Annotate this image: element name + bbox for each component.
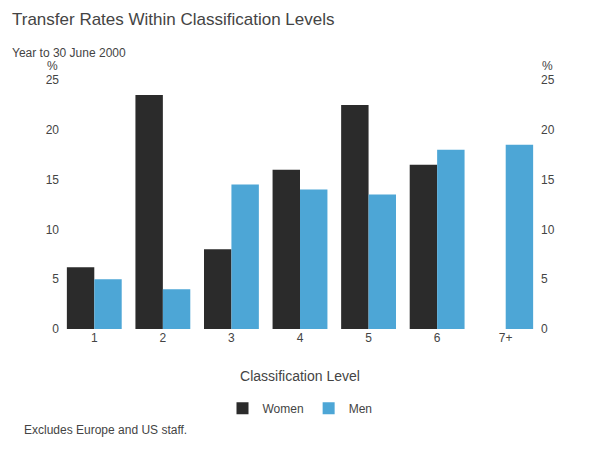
- svg-text:6: 6: [434, 331, 441, 345]
- svg-text:25: 25: [46, 73, 60, 87]
- svg-text:Excludes Europe and US staff.: Excludes Europe and US staff.: [24, 423, 187, 437]
- svg-text:25: 25: [541, 73, 555, 87]
- svg-text:7+: 7+: [499, 331, 513, 345]
- svg-text:Transfer Rates Within Classifi: Transfer Rates Within Classification Lev…: [12, 10, 335, 29]
- svg-text:4: 4: [297, 331, 304, 345]
- svg-text:%: %: [542, 59, 553, 73]
- svg-text:1: 1: [91, 331, 98, 345]
- svg-text:0: 0: [541, 322, 548, 336]
- svg-text:10: 10: [46, 223, 60, 237]
- svg-text:20: 20: [46, 123, 60, 137]
- svg-text:5: 5: [52, 272, 59, 286]
- svg-text:15: 15: [46, 173, 60, 187]
- svg-text:20: 20: [541, 123, 555, 137]
- svg-text:0: 0: [52, 322, 59, 336]
- svg-text:5: 5: [365, 331, 372, 345]
- svg-text:15: 15: [541, 173, 555, 187]
- svg-text:2: 2: [160, 331, 167, 345]
- svg-text:Women: Women: [263, 402, 304, 416]
- svg-text:%: %: [47, 59, 58, 73]
- svg-text:5: 5: [541, 272, 548, 286]
- svg-text:Classification Level: Classification Level: [240, 368, 360, 384]
- svg-text:3: 3: [228, 331, 235, 345]
- svg-text:Year to 30 June 2000: Year to 30 June 2000: [12, 46, 126, 60]
- svg-text:10: 10: [541, 223, 555, 237]
- svg-text:Men: Men: [349, 402, 372, 416]
